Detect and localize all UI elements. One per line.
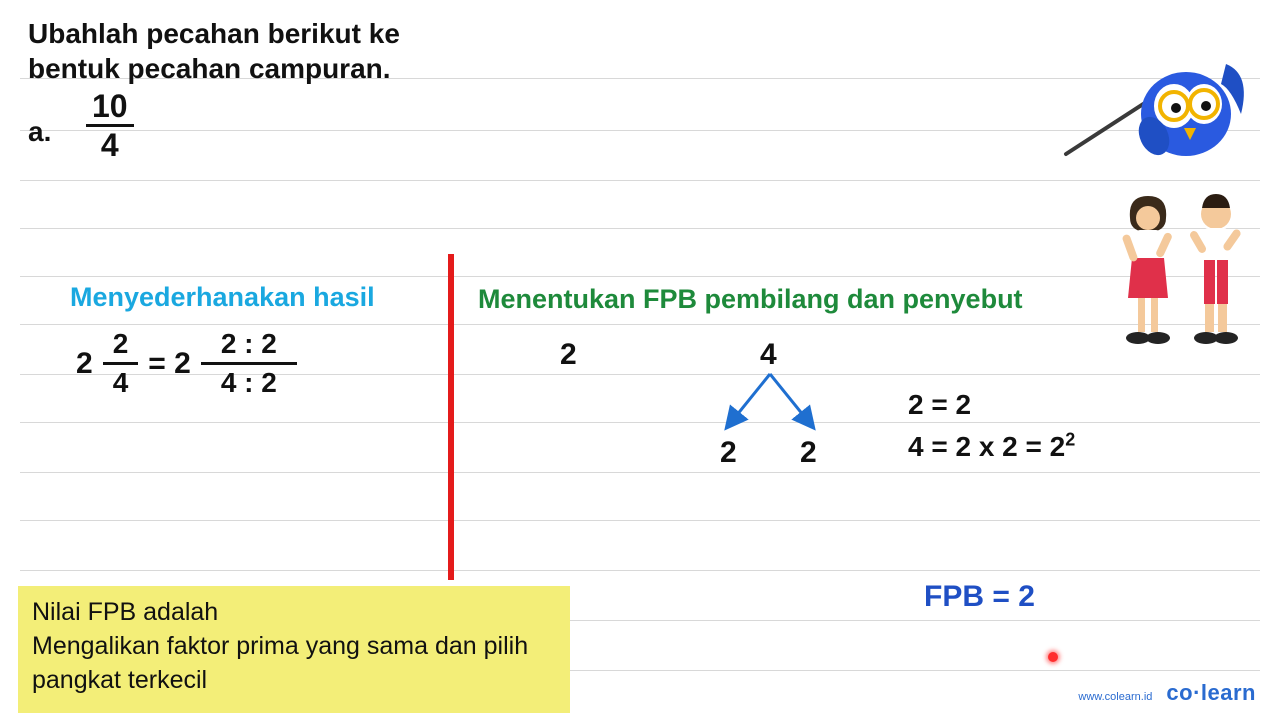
question-item-label: a. — [28, 116, 51, 148]
question-fraction: 10 4 — [86, 90, 134, 161]
equation-line-1: 2 = 2 — [908, 384, 1075, 426]
question-text: Ubahlah pecahan berikut ke bentuk pecaha… — [28, 16, 468, 86]
mixed-frac2-num: 2 : 2 — [201, 330, 297, 362]
factor-tree-leaf-left: 2 — [720, 436, 737, 470]
note-box: Nilai FPB adalah Mengalikan faktor prima… — [18, 586, 570, 713]
section-title-simplify: Menyederhanakan hasil — [70, 282, 375, 313]
mixed-frac2-den: 4 : 2 — [201, 365, 297, 397]
footer: www.colearn.id co·learn — [1078, 680, 1256, 706]
factor-tree-leaf-right: 2 — [800, 436, 817, 470]
factor-left-number: 2 — [560, 338, 577, 372]
section-title-fpb: Menentukan FPB pembilang dan penyebut — [478, 284, 1023, 315]
note-line-1: Nilai FPB adalah — [32, 596, 556, 630]
fraction-numerator: 10 — [86, 90, 134, 124]
students-illustration-icon — [1108, 188, 1258, 358]
equation-line-2: 4 = 2 x 2 = 22 — [908, 426, 1075, 468]
factor-tree-arrows — [690, 368, 850, 438]
simplify-equation: 2 2 4 = 2 2 : 2 4 : 2 — [76, 330, 297, 397]
footer-url: www.colearn.id — [1078, 691, 1152, 703]
note-line-2: Mengalikan faktor prima yang sama dan pi… — [32, 630, 556, 698]
brand-logo: co·learn — [1166, 680, 1256, 706]
prime-factor-equations: 2 = 2 4 = 2 x 2 = 22 — [908, 384, 1075, 468]
factor-tree-root: 4 — [760, 338, 777, 372]
mixed-frac1-num: 2 — [103, 330, 139, 362]
vertical-divider — [448, 254, 454, 580]
mascot-bird-icon — [1056, 44, 1256, 174]
mixed-whole-1: 2 — [76, 347, 93, 381]
fpb-result: FPB = 2 — [924, 580, 1035, 614]
laser-pointer-icon — [1048, 652, 1058, 662]
mixed-frac1-den: 4 — [103, 365, 139, 397]
fraction-denominator: 4 — [95, 127, 125, 161]
equals-sign: = 2 — [148, 347, 191, 381]
